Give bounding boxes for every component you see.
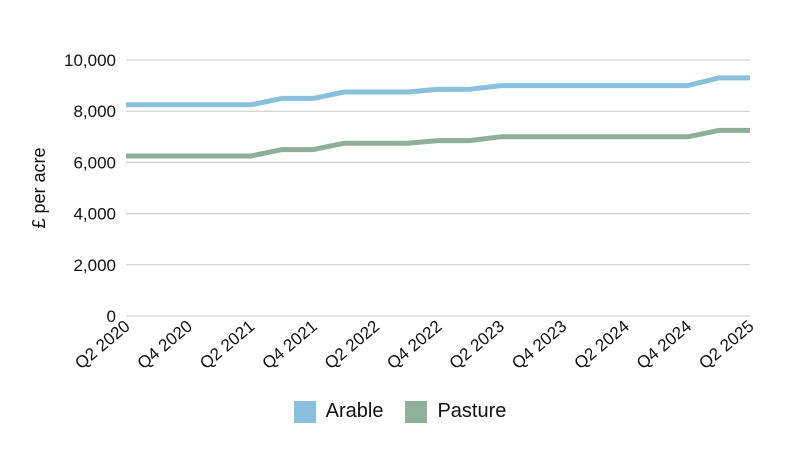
x-tick-label: Q4 2024 [633, 317, 695, 373]
series-line-arable [126, 75, 750, 108]
series-lines [126, 75, 750, 159]
y-axis-title: £ per acre [29, 147, 49, 228]
gridlines [126, 59, 750, 317]
x-tick-label: Q2 2024 [571, 317, 633, 373]
y-tick-label: 6,000 [73, 153, 116, 172]
x-axis-ticks: Q2 2020 Q4 2020 Q2 2021 Q4 2021 Q2 2022 Q4 20… [71, 317, 757, 373]
y-tick-label: 4,000 [73, 205, 116, 224]
legend-label: Arable [325, 400, 384, 422]
x-tick-label: Q2 2023 [446, 317, 508, 373]
x-tick-label: Q2 2021 [196, 317, 258, 373]
legend-label: Pasture [437, 400, 507, 422]
y-tick-label: 8,000 [73, 102, 116, 121]
y-tick-label: 2,000 [73, 256, 116, 275]
x-tick-label: Q2 2025 [695, 317, 757, 373]
legend: Arable Pasture [0, 400, 800, 423]
series-line-pasture [126, 127, 750, 159]
y-tick-label: 0 [107, 307, 116, 326]
legend-item-arable: Arable [293, 400, 384, 423]
x-tick-label: Q4 2020 [134, 317, 196, 373]
x-tick-label: Q4 2022 [383, 317, 445, 373]
x-tick-label: Q2 2022 [321, 317, 383, 373]
legend-swatch [405, 400, 428, 423]
legend-item-pasture: Pasture [405, 400, 506, 423]
legend-swatch [293, 400, 316, 423]
x-tick-label: Q4 2023 [508, 317, 570, 373]
y-axis-ticks: 0 2,000 4,000 6,000 8,000 10,000 [64, 51, 116, 326]
x-tick-label: Q2 2020 [71, 317, 133, 373]
y-tick-label: 10,000 [64, 51, 116, 70]
x-tick-label: Q4 2021 [259, 317, 321, 373]
